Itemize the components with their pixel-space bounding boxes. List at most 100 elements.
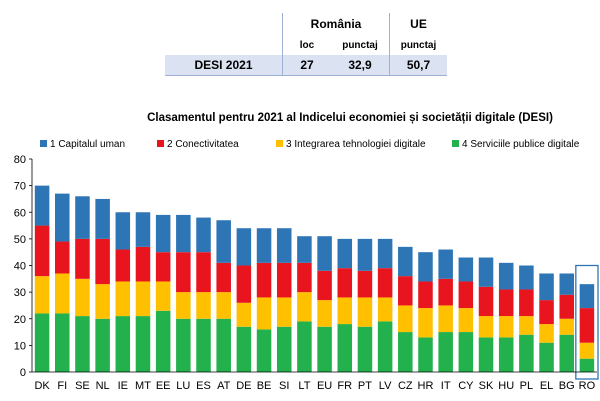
bar-segment [55, 273, 70, 314]
legend-swatch [452, 140, 459, 147]
bar-segment [539, 300, 554, 325]
x-tick-label: EL [540, 380, 553, 392]
bar-segment [478, 337, 494, 372]
bar-segment [539, 342, 554, 372]
x-tick-label: IE [118, 380, 128, 392]
bar-segment [55, 193, 70, 242]
bar-segment [115, 212, 131, 250]
legend-swatch [276, 140, 283, 147]
bar-segment [236, 228, 252, 266]
bar-segment [95, 284, 110, 319]
bar-segment [317, 300, 332, 327]
bar-segment [176, 318, 191, 372]
bar-segment [418, 281, 433, 309]
bar-segment [478, 257, 494, 287]
bar-segment [135, 246, 151, 282]
bar-segment [438, 332, 453, 372]
y-tick-label: 0 [20, 367, 26, 379]
legend-label: 4 Serviciile publice digitale [462, 139, 580, 150]
legend-swatch [40, 140, 47, 147]
bar-segment [438, 305, 453, 333]
bar-segment [34, 313, 50, 372]
bar-segment [75, 316, 90, 372]
bar-segment [236, 326, 252, 372]
eu-header: UE [389, 13, 447, 35]
bar-segment [559, 334, 574, 372]
bar-segment [539, 273, 554, 301]
x-tick-label: RO [579, 380, 596, 392]
bar-segment [196, 252, 211, 293]
x-tick-label: LT [298, 380, 310, 392]
bar-segment [418, 308, 433, 338]
x-tick-label: SE [75, 380, 90, 392]
bar-segment [75, 278, 90, 317]
bar-segment [337, 324, 353, 372]
y-axis: 0 10 20 30 40 50 60 70 80 [14, 154, 33, 379]
bar-segment [297, 292, 312, 322]
bar-segment [357, 326, 373, 372]
bar-segment [418, 337, 433, 372]
desi-row-label: DESI 2021 [165, 55, 283, 76]
bar-segment [337, 297, 353, 325]
bar-segment [478, 316, 494, 338]
eu-score-col-header: punctaj [389, 35, 447, 55]
x-tick-label: CZ [398, 380, 413, 392]
bar-segment [276, 297, 292, 327]
bar-segment [115, 281, 131, 317]
score-col-header: punctaj [342, 39, 378, 51]
bar-segment [135, 316, 151, 372]
bar-segment [236, 265, 252, 303]
bar-segment [458, 332, 474, 372]
bar-segment [216, 262, 231, 293]
x-tick-label: AT [217, 380, 231, 392]
bar-segment [377, 238, 393, 269]
bar-segment [559, 294, 574, 319]
bar-segment [34, 225, 50, 277]
bar-segment [498, 337, 514, 372]
bar-segment [579, 308, 595, 343]
legend-label: 2 Conectivitatea [167, 139, 239, 150]
bar-segment [418, 252, 433, 282]
y-tick-label: 80 [14, 154, 26, 166]
bar-segment [276, 228, 292, 263]
bar-segment [458, 281, 474, 309]
bar-segment [579, 358, 595, 372]
y-tick-label: 20 [14, 314, 26, 326]
bar-segment [579, 342, 595, 359]
bar-segment [155, 214, 171, 253]
bar-segment [519, 316, 534, 335]
x-tick-label: FR [337, 380, 352, 392]
bar-segment [135, 281, 151, 317]
y-tick-label: 70 [14, 181, 26, 193]
x-tick-label: EU [317, 380, 332, 392]
bar-segment [297, 236, 312, 263]
bar-segment [176, 252, 191, 293]
x-tick-label: NL [96, 380, 110, 392]
bar-segment [377, 268, 393, 298]
bar-segment [458, 257, 474, 282]
bar-segment [196, 318, 211, 372]
bar-segment [377, 321, 393, 372]
bar-segment [357, 297, 373, 327]
bar-segment [498, 316, 514, 338]
bar-segment [276, 262, 292, 298]
x-tick-label: CY [458, 380, 474, 392]
bar-segment [176, 292, 191, 319]
bar-segment [357, 238, 373, 271]
bar-segment [317, 326, 332, 372]
bar-segment [398, 305, 413, 333]
bar-segment [95, 238, 110, 285]
bar-segment [478, 286, 494, 317]
eu-score: 50,7 [389, 55, 447, 76]
bar-segment [75, 238, 90, 279]
x-tick-label: HU [498, 380, 514, 392]
x-tick-label: FI [57, 380, 67, 392]
bar-segment [579, 284, 595, 309]
bars [34, 185, 599, 380]
bar-segment [276, 326, 292, 372]
bar-segment [176, 214, 191, 253]
bar-segment [216, 220, 231, 263]
bar-segment [75, 196, 90, 239]
chart-legend: 1 Capitalul uman 2 Conectivitatea 3 Integr… [40, 139, 580, 150]
